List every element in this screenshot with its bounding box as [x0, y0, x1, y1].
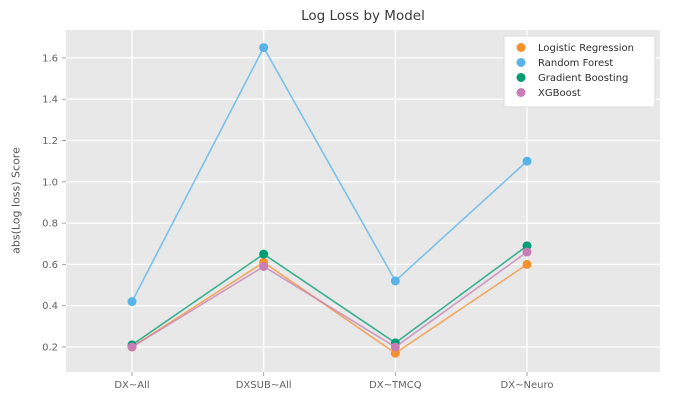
y-tick-label: 1.6 — [42, 53, 58, 64]
x-tick-labels-group: DX~All DXSUB~All DX~TMCQ DX~Neuro — [114, 380, 553, 391]
tick-marks-group — [62, 57, 528, 376]
y-tick-label: 0.2 — [42, 343, 58, 354]
legend-marker — [516, 88, 526, 97]
legend-label: Random Forest — [538, 58, 613, 69]
gridlines-group — [66, 30, 660, 372]
y-tick-label: 1.2 — [42, 136, 58, 147]
y-tick-label: 1.4 — [42, 95, 58, 106]
data-point-marker — [522, 156, 532, 166]
series-line — [131, 45, 528, 302]
y-tick-labels-group: 0.2 0.4 0.6 0.8 1.0 1.2 1.4 1.6 — [42, 53, 58, 353]
data-point-marker — [390, 342, 400, 352]
data-point-marker — [390, 348, 400, 358]
legend-group: Logistic Regression Random Forest Gradient… — [503, 35, 656, 108]
series-line — [131, 261, 528, 355]
legend-box — [503, 35, 656, 108]
x-tick-label: DXSUB~All — [236, 380, 292, 391]
data-point-marker — [522, 259, 532, 269]
data-point-marker — [259, 43, 269, 53]
legend-label: Gradient Boosting — [538, 73, 628, 84]
data-point-marker — [127, 342, 137, 352]
y-tick-label: 0.4 — [42, 301, 58, 312]
data-point-marker — [390, 276, 400, 286]
legend-marker — [516, 43, 526, 52]
x-tick-label: DX~All — [114, 380, 149, 391]
legend-marker — [516, 73, 526, 82]
y-axis-label: abs(Log loss) Score — [9, 147, 23, 254]
y-tick-label: 0.8 — [42, 219, 58, 230]
legend-marker — [516, 58, 526, 67]
data-point-marker — [127, 297, 137, 307]
x-tick-label: DX~Neuro — [501, 380, 554, 391]
series-line — [131, 251, 528, 348]
series-line — [131, 245, 528, 346]
x-tick-label: DX~TMCQ — [369, 380, 422, 391]
data-point-marker — [259, 261, 269, 271]
y-tick-label: 1.0 — [42, 177, 58, 188]
legend-label: Logistic Regression — [538, 43, 634, 54]
y-tick-label: 0.6 — [42, 260, 58, 271]
data-point-marker — [522, 241, 532, 251]
data-point-marker — [522, 247, 532, 257]
chart-title: Log Loss by Model — [301, 8, 425, 24]
data-point-marker — [259, 249, 269, 259]
legend-label: XGBoost — [538, 88, 581, 99]
series-group — [127, 43, 532, 358]
